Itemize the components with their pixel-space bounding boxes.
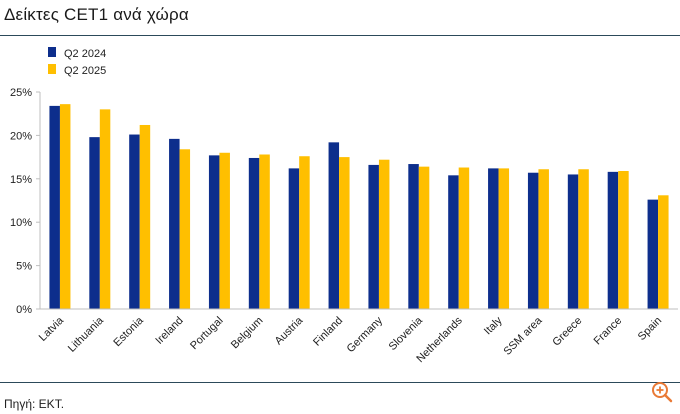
bar-q2-2025-belgium [259,154,270,309]
bar-q2-2024-spain [647,199,659,309]
bar-q2-2024-france [607,171,619,309]
bar-q2-2025-italy [498,168,510,309]
bar-q2-2024-ireland [169,138,180,309]
x-tick-label-estonia: Estonia [111,314,146,349]
bar-q2-2024-austria [288,168,300,309]
bar-q2-2025-finland [339,157,350,309]
bar-q2-2024-lithuania [89,137,100,309]
x-tick-label-france: France [592,315,625,348]
bar-q2-2025-greece [578,169,589,309]
bar-q2-2024-germany [368,164,379,309]
bar-q2-2025-ireland [179,149,191,309]
bar-q2-2024-portugal [208,155,220,309]
bar-q2-2024-latvia [49,105,60,309]
x-tick-label-germany: Germany [345,314,386,355]
x-tick-label-belgium: Belgium [229,315,266,352]
x-tick-label-finland: Finland [311,315,345,349]
x-tick-label-austria: Austria [273,314,306,347]
bar-q2-2024-slovenia [408,164,419,309]
y-axis: 0% 5% 10% 15% 20% 25% [10,87,41,316]
x-tick-label-lithuania: Lithuania [66,314,107,355]
bar-q2-2025-latvia [59,104,71,309]
bar-q2-2024-greece [567,174,579,309]
y-tick-label: 5% [16,261,32,273]
y-tick-label: 20% [10,130,32,142]
y-tick-label: 15% [10,174,32,186]
bar-q2-2025-netherlands [458,167,470,309]
legend-label-q2-2025: Q2 2025 [64,65,106,77]
bar-q2-2025-spain [658,195,669,309]
y-tick-label: 0% [16,304,32,316]
y-tick-label: 10% [10,217,32,229]
bottom-divider [0,382,680,383]
bar-q2-2024-netherlands [448,175,459,309]
x-tick-label-portugal: Portugal [188,315,225,352]
bar-q2-2025-germany [378,159,390,309]
legend: Q2 2024 Q2 2025 [48,47,106,77]
bar-q2-2025-estonia [139,124,151,309]
bars [49,104,669,309]
chart-title: Δείκτες CET1 ανά χώρα [4,5,189,24]
bar-q2-2024-ssm-area [527,172,539,309]
x-tick-label-latvia: Latvia [37,314,67,344]
bar-q2-2024-belgium [248,157,260,309]
legend-label-q2-2024: Q2 2024 [64,48,106,60]
x-tick-label-spain: Spain [636,315,664,343]
x-axis: Latvia Lithuania Estonia Ireland Portugal Bel… [37,308,678,365]
x-tick-label-slovenia: Slovenia [387,314,426,353]
x-tick-label-greece: Greece [550,315,584,349]
bar-q2-2025-portugal [219,152,230,309]
y-tick-label: 25% [10,87,32,99]
x-tick-label-italy: Italy [482,314,505,337]
bar-q2-2025-austria [299,156,310,309]
source-note: Πηγή: ΕΚΤ. [4,397,65,411]
top-divider [0,35,680,36]
bar-q2-2024-italy [488,168,499,309]
bar-q2-2025-france [618,170,629,309]
x-tick-label-ireland: Ireland [153,315,185,347]
x-tick-label-ssm-area: SSM area [501,314,545,358]
bar-q2-2024-estonia [129,134,140,309]
zoom-in-icon[interactable] [646,380,676,404]
legend-swatch-q2-2025 [48,64,56,74]
bar-q2-2025-slovenia [418,166,430,309]
legend-swatch-q2-2024 [48,47,56,57]
bar-chart: Q2 2024 Q2 2025 0% 5% 10% 15% 20% 25% Latvia L… [10,47,678,365]
bar-q2-2025-lithuania [99,109,111,309]
bar-q2-2025-ssm-area [538,169,549,309]
bar-q2-2024-finland [328,142,340,309]
